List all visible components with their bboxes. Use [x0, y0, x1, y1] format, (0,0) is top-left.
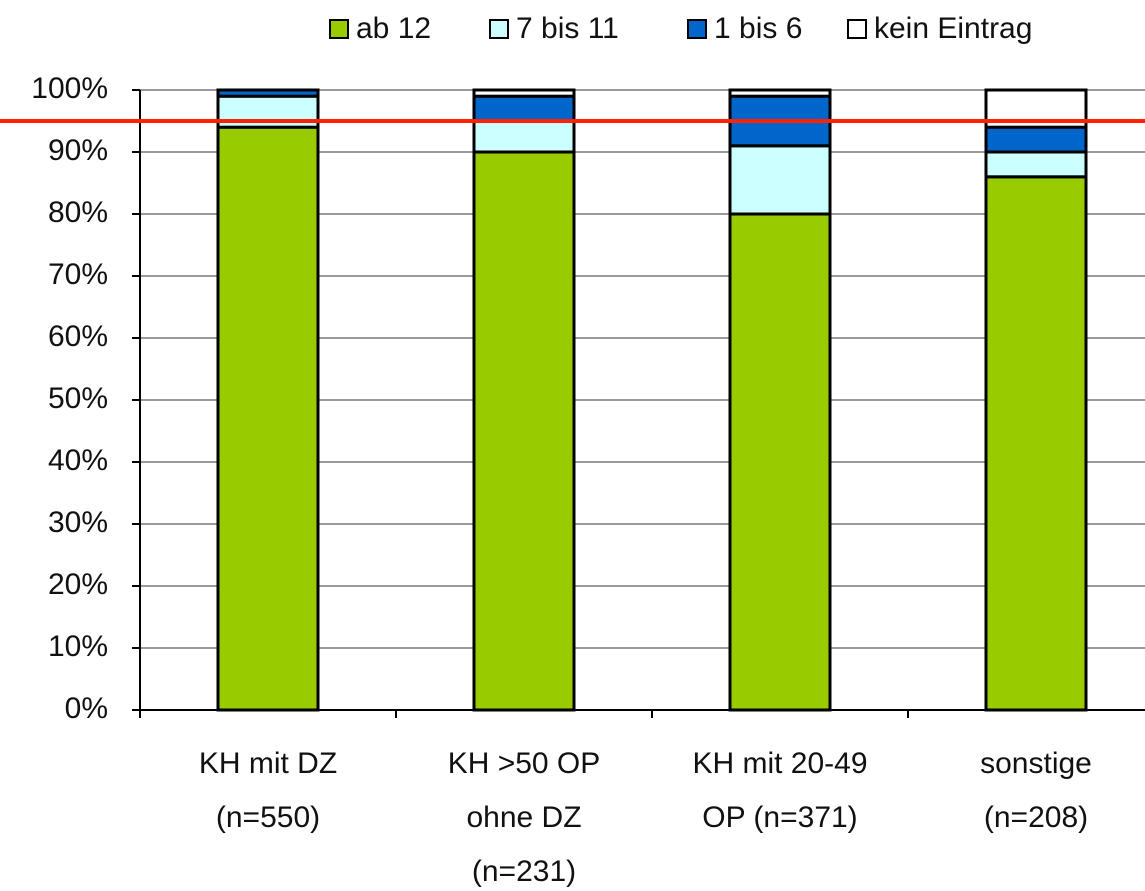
bar-segment: [984, 125, 1088, 154]
y-tick-label: 10%: [48, 630, 108, 663]
y-tick-label: 20%: [48, 568, 108, 601]
y-tick-label: 70%: [48, 258, 108, 291]
x-tick-label: KH mit 20-49 OP (n=371): [692, 747, 867, 834]
y-tick-label: 0%: [65, 692, 108, 725]
x-tick-label-line: (n=208): [984, 801, 1088, 834]
legend-label: 1 bis 6: [714, 12, 802, 45]
legend-swatch: [687, 19, 707, 39]
y-tick-label: 60%: [48, 320, 108, 353]
x-tick-label-line: (n=231): [472, 855, 576, 888]
legend-swatch: [847, 19, 867, 39]
legend-label: 7 bis 11: [516, 12, 619, 45]
legend-swatch: [329, 19, 349, 39]
bar-segment: [472, 150, 576, 712]
y-tick-label: 40%: [48, 444, 108, 477]
bar-segment: [472, 94, 576, 123]
x-tick-label-line: KH >50 OP: [448, 747, 601, 780]
bar-segment: [728, 144, 832, 216]
x-tick-label-line: sonstige: [980, 747, 1092, 780]
x-tick-label-line: OP (n=371): [702, 801, 857, 834]
bar-segment: [216, 88, 320, 98]
y-tick-label: 80%: [48, 196, 108, 229]
y-tick-label: 100%: [31, 72, 108, 105]
y-tick-label: 50%: [48, 382, 108, 415]
legend-swatch: [489, 19, 509, 39]
x-tick-label-line: KH mit 20-49: [692, 747, 867, 780]
bar-segment: [984, 150, 1088, 179]
x-tick-label-line: ohne DZ: [466, 801, 581, 834]
bar-segment: [728, 88, 832, 98]
legend-label: kein Eintrag: [874, 12, 1032, 45]
legend-label: ab 12: [356, 12, 431, 45]
x-tick-label-line: KH mit DZ: [199, 747, 337, 780]
x-tick-label: KH mit DZ (n=550): [199, 747, 337, 834]
bar-segment: [472, 88, 576, 98]
bar-segment: [984, 175, 1088, 712]
y-tick-label: 30%: [48, 506, 108, 539]
x-tick-label-line: (n=550): [216, 801, 320, 834]
bar-segment: [472, 119, 576, 154]
x-tick-label: sonstige (n=208): [980, 747, 1092, 834]
bar-segment: [728, 212, 832, 712]
x-tick-label: KH >50 OP ohne DZ (n=231): [448, 747, 601, 888]
bar-segment: [216, 125, 320, 712]
y-tick-label: 90%: [48, 134, 108, 167]
